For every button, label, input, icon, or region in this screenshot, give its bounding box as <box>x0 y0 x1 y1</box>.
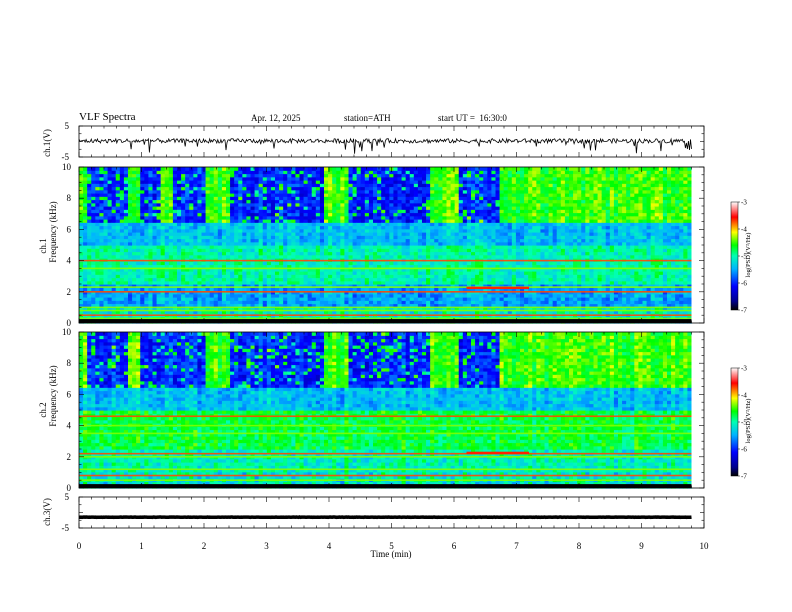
x-tick-label: 5 <box>389 541 394 551</box>
y-tick-label: 4 <box>67 256 72 266</box>
y-tick-label: 0 <box>67 483 72 493</box>
start-time-label: start UT = 16:30:0 <box>438 113 507 123</box>
colorbar-tick-label: -5 <box>741 419 747 427</box>
y-tick-label: 6 <box>67 389 72 399</box>
x-tick-label: 6 <box>452 541 457 551</box>
ch1-colorbar-label: log(PSD)(V²/Hz) <box>745 233 752 278</box>
ch1-spectrogram <box>79 167 704 324</box>
colorbar-tick-label: -4 <box>741 226 747 234</box>
ch2-spectrogram <box>79 332 704 489</box>
ch1-waveform <box>78 137 692 154</box>
axis-labels: ch.1(V) ch.1 Frequency (kHz) ch.2 Freque… <box>38 129 752 559</box>
colorbar-tick-label: -6 <box>741 280 747 288</box>
x-tick-label: 2 <box>202 541 207 551</box>
y-tick-label: 0 <box>67 318 72 328</box>
colorbar-tick-label: -4 <box>741 392 747 400</box>
ch2-colorbar <box>730 367 739 477</box>
y-tick-label: 8 <box>67 193 72 203</box>
ch1-spec-channel-label: ch.1 <box>38 238 48 253</box>
y-tick-label: -5 <box>62 152 70 162</box>
x-tick-label: 3 <box>264 541 269 551</box>
y-tick-label: 5 <box>65 492 70 502</box>
colorbar-tick-label: -3 <box>741 365 747 373</box>
y-tick-label: 5 <box>65 121 70 131</box>
colorbar-tick-label: -7 <box>741 307 747 315</box>
ch2-spec-channel-label: ch.2 <box>38 402 48 417</box>
x-tick-label: 1 <box>139 541 144 551</box>
x-tick-label: 4 <box>327 541 332 551</box>
y-tick-label: 6 <box>67 224 72 234</box>
ch1-spec-ylabel: Frequency (kHz) <box>48 201 58 262</box>
y-tick-label: 8 <box>67 358 72 368</box>
y-tick-label: 10 <box>62 162 72 172</box>
y-tick-label: -5 <box>62 523 70 533</box>
y-tick-label: 10 <box>62 327 72 337</box>
colorbar-tick-label: -6 <box>741 446 747 454</box>
date-label: Apr. 12, 2025 <box>251 113 301 123</box>
figure-title: VLF Spectra <box>79 111 136 123</box>
ch2-colorbar-label: log(PSD)(V²/Hz) <box>745 399 752 444</box>
x-tick-label: 7 <box>514 541 519 551</box>
colorbars: -3 -4 -5 -6 -7 -3 -4 -5 -6 -7 <box>730 199 747 481</box>
y-tick-label: 2 <box>67 287 72 297</box>
ch3-voltage-ylabel: ch.3(V) <box>42 498 52 526</box>
x-tick-label: 8 <box>577 541 582 551</box>
y-tick-label: 4 <box>67 421 72 431</box>
colorbar-tick-label: -7 <box>741 473 747 481</box>
ch1-colorbar <box>730 201 739 311</box>
station-label: station=ATH <box>344 113 391 123</box>
waveform-trace <box>78 137 692 154</box>
colorbar-tick-label: -3 <box>741 199 747 207</box>
colorbar-tick-label: -5 <box>741 253 747 261</box>
x-tick-label: 9 <box>639 541 644 551</box>
ch1-voltage-ylabel: ch.1(V) <box>42 129 52 157</box>
ch2-spec-ylabel: Frequency (kHz) <box>48 365 58 426</box>
time-xlabel: Time (min) <box>371 549 412 559</box>
x-tick-label: 10 <box>700 541 710 551</box>
x-tick-label: 0 <box>77 541 82 551</box>
y-tick-label: 2 <box>67 452 72 462</box>
